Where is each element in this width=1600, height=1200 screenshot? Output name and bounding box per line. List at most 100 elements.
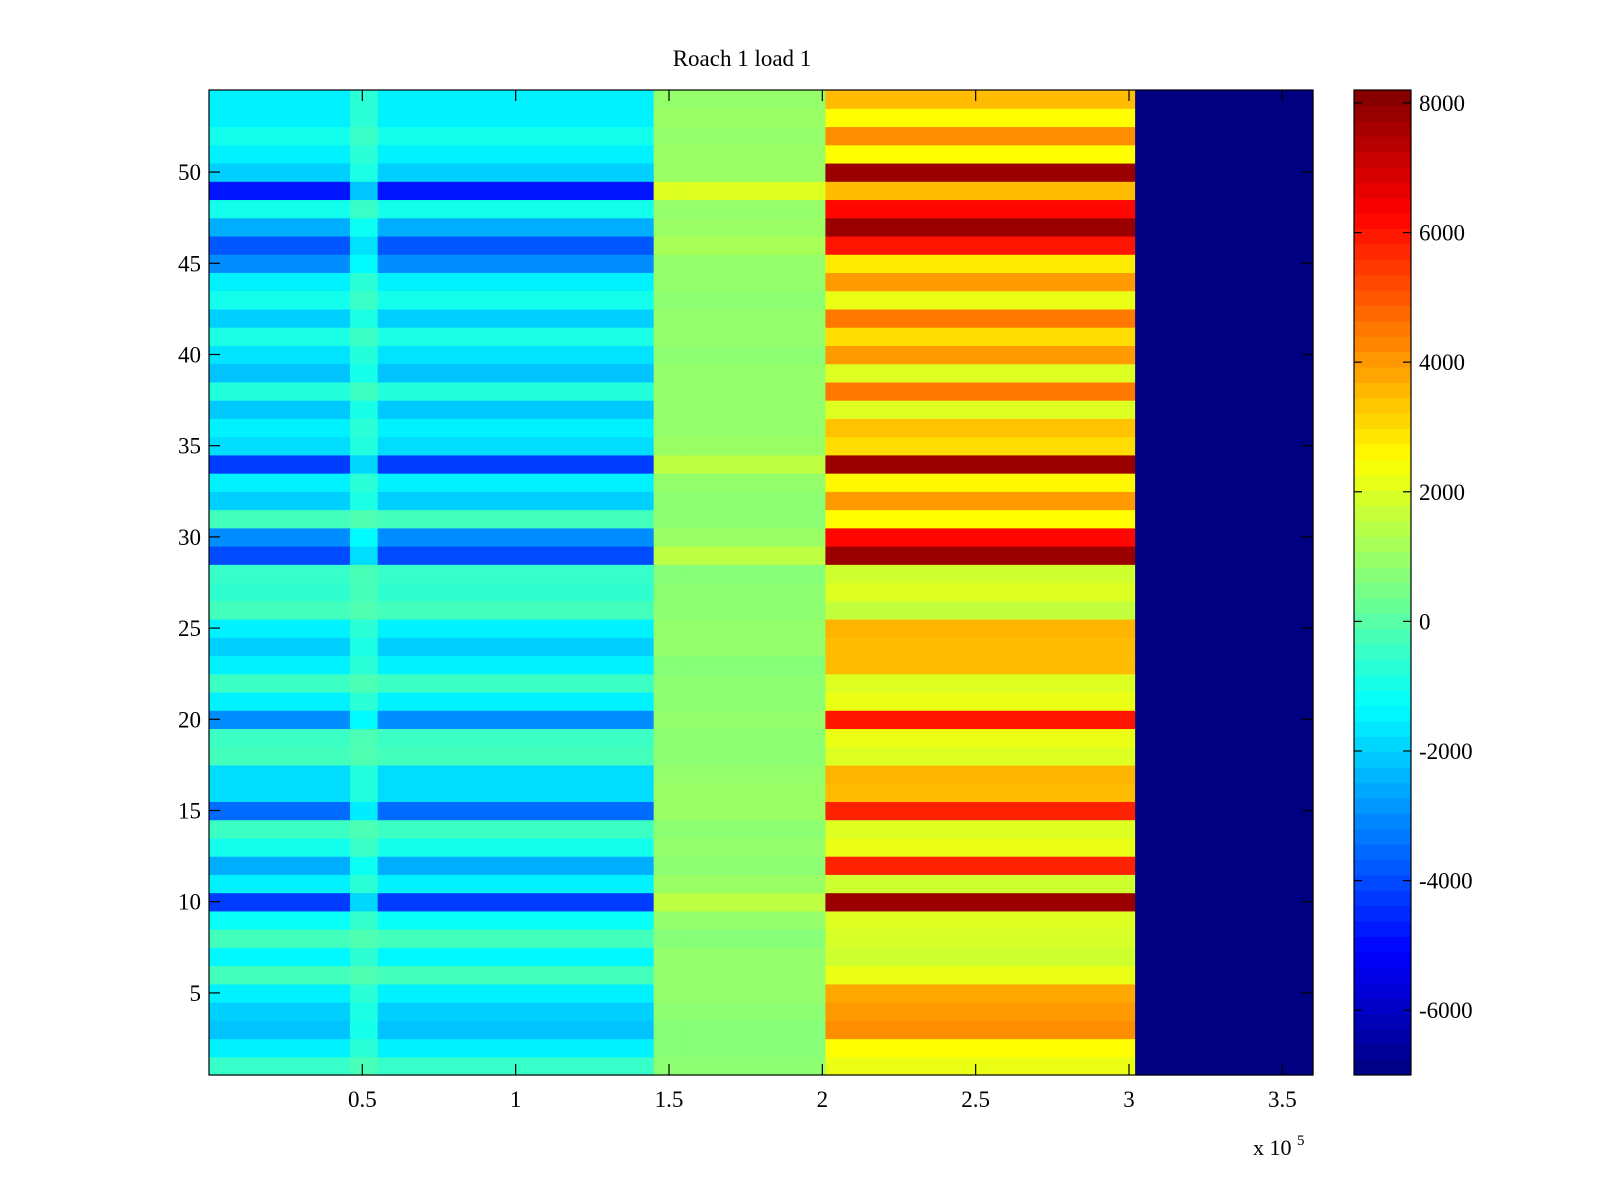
heatmap-cell [350, 144, 379, 164]
heatmap-cell [377, 910, 655, 930]
y-tick-label: 20 [178, 707, 201, 732]
colorbar-band [1354, 751, 1411, 768]
colorbar-band [1354, 813, 1411, 830]
heatmap-cell [1135, 600, 1314, 620]
heatmap-cell [653, 290, 685, 310]
x-tick-label: 1 [510, 1087, 522, 1112]
heatmap-cell [350, 181, 379, 201]
heatmap-cell [684, 1056, 826, 1076]
heatmap-cell [653, 655, 685, 675]
heatmap-cell [825, 199, 1136, 219]
heatmap-cell [684, 327, 826, 346]
heatmap-cell [1135, 418, 1314, 438]
heatmap-cell [653, 108, 685, 128]
x-tick-label: 0.5 [348, 1087, 377, 1112]
y-tick-label: 30 [178, 525, 201, 550]
colorbar-band [1354, 890, 1411, 907]
colorbar-band [1354, 1013, 1411, 1030]
heatmap-cell [825, 1020, 1136, 1040]
colorbar-band [1354, 659, 1411, 676]
x-multiplier-label: x 10 5 [1253, 1133, 1305, 1160]
heatmap-cell [377, 929, 655, 948]
heatmap-cell [825, 728, 1136, 748]
heatmap-cell [350, 691, 379, 711]
colorbar-band [1354, 228, 1411, 245]
heatmap-cell [377, 345, 655, 365]
heatmap-cell [209, 272, 351, 292]
heatmap-cell [377, 509, 655, 529]
heatmap-cell [684, 199, 826, 219]
heatmap-cell [350, 254, 379, 274]
heatmap-cell [684, 983, 826, 1003]
y-tick-label: 40 [178, 342, 201, 367]
heatmap-cell [209, 564, 351, 584]
heatmap-cell [684, 1002, 826, 1021]
colorbar-band [1354, 243, 1411, 260]
heatmap-cell [1135, 162, 1314, 182]
heatmap-cell [209, 618, 351, 638]
heatmap-cell [653, 272, 685, 292]
heatmap-cell [350, 856, 379, 875]
heatmap-cell [684, 637, 826, 657]
colorbar-band [1354, 936, 1411, 953]
heatmap-cell [653, 801, 685, 821]
heatmap-cell [825, 217, 1136, 237]
heatmap-cell [1135, 582, 1314, 602]
heatmap-cell [1135, 454, 1314, 474]
heatmap-cell [653, 126, 685, 146]
colorbar-band [1354, 213, 1411, 230]
heatmap-cell [684, 947, 826, 967]
heatmap-cell [377, 144, 655, 164]
heatmap-cell [209, 546, 351, 565]
x-axis: 0.5 1 1.5 2 2.5 3 3.5 [348, 90, 1297, 1112]
heatmap-cell [684, 618, 826, 638]
heatmap-cell [1135, 363, 1314, 383]
colorbar-band [1354, 367, 1411, 383]
heatmap-cell [209, 1056, 351, 1076]
heatmap-cell [350, 527, 379, 547]
heatmap-cell [377, 272, 655, 292]
heatmap-cell [684, 381, 826, 401]
heatmap-cell [825, 983, 1136, 1003]
heatmap-cell [209, 965, 351, 985]
heatmap-cell [377, 108, 655, 128]
colorbar-tick-label: -4000 [1419, 869, 1473, 894]
heatmap-cell [825, 345, 1136, 365]
heatmap-cell [209, 1038, 351, 1058]
heatmap-cell [377, 235, 655, 255]
heatmap-cell [653, 764, 685, 784]
colorbar-band [1354, 536, 1411, 553]
colorbar-band [1354, 382, 1411, 399]
heatmap-cell [209, 108, 351, 128]
colorbar-band [1354, 644, 1411, 660]
heatmap-cell [825, 546, 1136, 565]
heatmap-cell [350, 874, 379, 894]
heatmap-cell [825, 491, 1136, 511]
heatmap-cell [350, 126, 379, 146]
heatmap-cell [350, 546, 379, 565]
heatmap-cell [209, 509, 351, 529]
heatmap-cell [684, 819, 826, 839]
colorbar-band [1354, 705, 1411, 722]
heatmap-cell [684, 874, 826, 894]
heatmap-cell [350, 509, 379, 529]
heatmap-cell [377, 637, 655, 657]
colorbar-band [1354, 582, 1411, 599]
heatmap-cell [350, 837, 379, 857]
heatmap-cell [1135, 655, 1314, 675]
heatmap-cell [209, 217, 351, 237]
heatmap-cell [825, 381, 1136, 401]
y-tick-label: 45 [178, 251, 201, 276]
heatmap-cell [825, 874, 1136, 894]
colorbar-tick-label: 0 [1419, 609, 1431, 634]
heatmap-cell [377, 546, 655, 565]
heatmap-cell [825, 819, 1136, 839]
colorbar-band [1354, 674, 1411, 691]
heatmap-cell [350, 491, 379, 511]
heatmap-cell [653, 856, 685, 875]
colorbar [1354, 90, 1411, 1076]
heatmap-cell [350, 746, 379, 766]
heatmap-cells [209, 90, 1314, 1076]
heatmap-cell [653, 1002, 685, 1021]
heatmap-cell [825, 947, 1136, 967]
